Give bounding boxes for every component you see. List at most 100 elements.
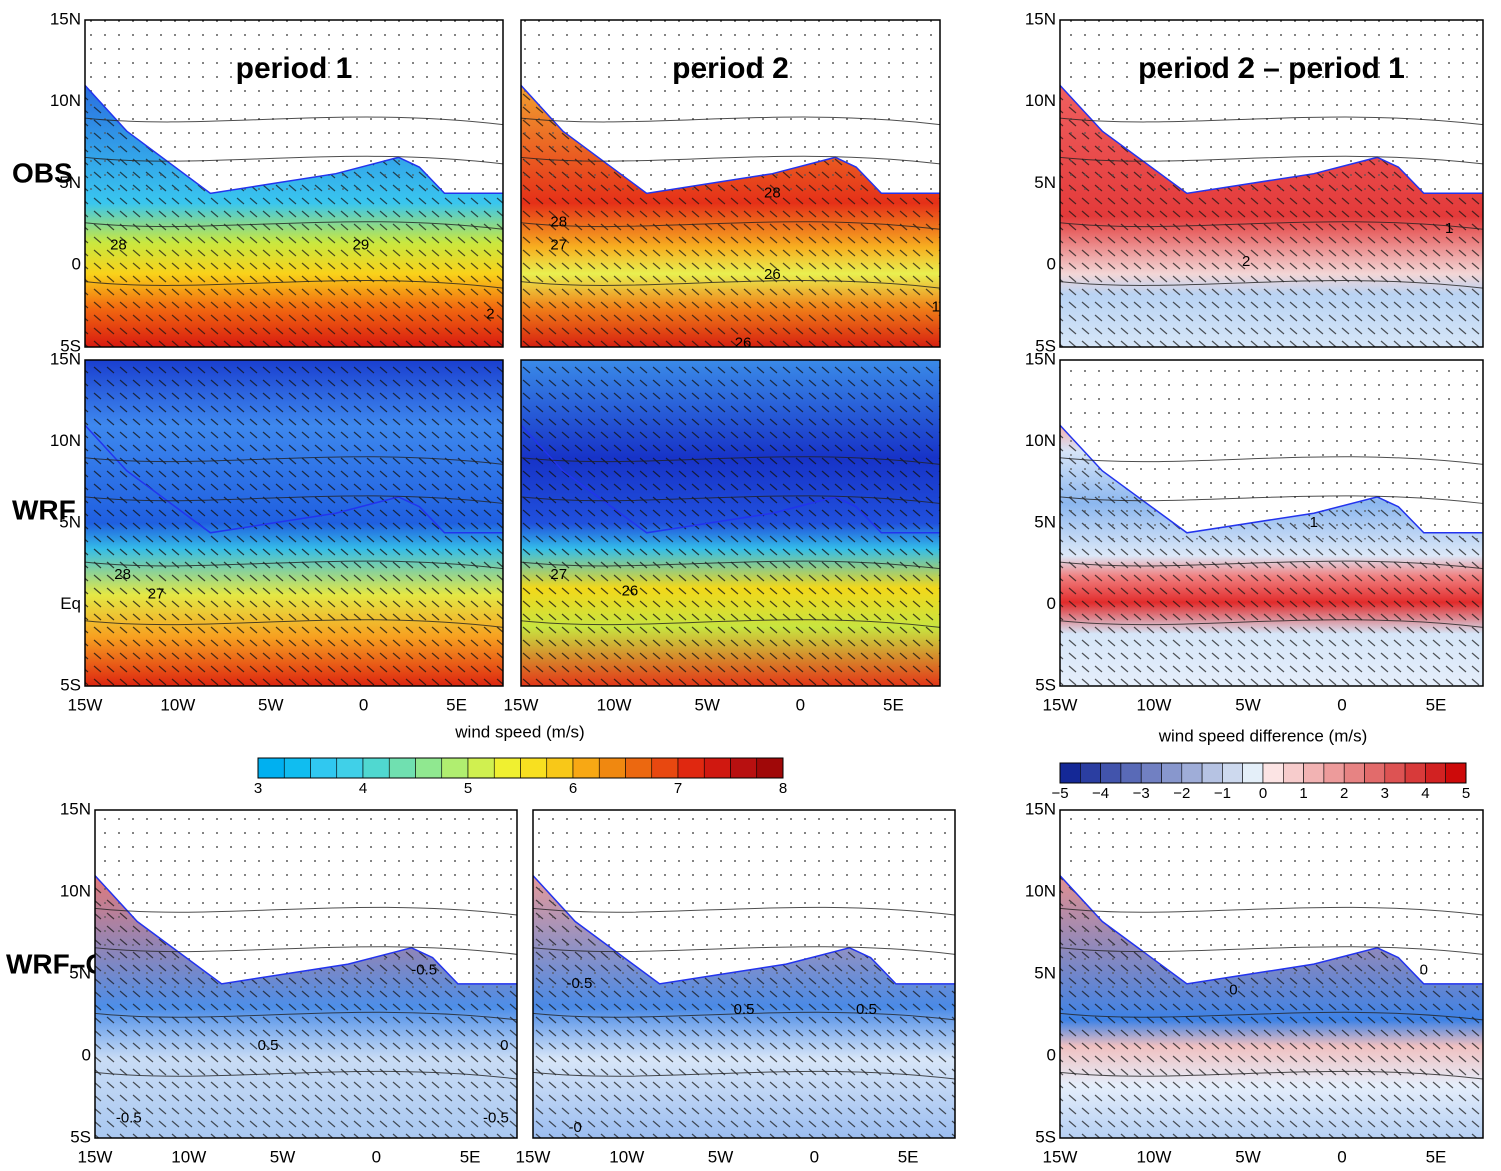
lat-tick-label: 15N: [50, 349, 81, 368]
colorbar-cell: [598, 757, 626, 779]
colorbar-cell: [1425, 762, 1447, 784]
colorbar-cell: [1059, 762, 1081, 784]
colorbar-cell: [1140, 762, 1162, 784]
colorbar-cell: [1364, 762, 1386, 784]
lon-tick-label: 15W: [516, 1147, 551, 1166]
colorbar-cell: [1161, 762, 1183, 784]
coastline: [84, 84, 503, 195]
coastline: [532, 875, 955, 985]
colorbar-cell: [1080, 762, 1101, 784]
colorbar-cell: [493, 757, 521, 779]
panel-frame: [520, 19, 941, 348]
wind-vectors: [521, 85, 940, 348]
wind-vectors: [1060, 875, 1483, 1138]
contour-label: 28: [764, 184, 781, 201]
lon-tick-label: 5E: [1426, 1147, 1447, 1166]
colorbar-label: 7: [674, 780, 682, 797]
colorbar-label: 0: [1259, 785, 1267, 802]
colorbar-cell: [441, 757, 469, 779]
land-mask: [1060, 20, 1483, 194]
colorbar-cell: [1384, 762, 1406, 784]
contour-line: [84, 116, 504, 126]
lon-tick-label: 15W: [78, 1147, 113, 1166]
colorbar-cell: [730, 757, 758, 779]
lon-tick-label: 5E: [898, 1147, 919, 1166]
contour-line: [84, 280, 504, 289]
panel-title: period 1: [236, 52, 353, 85]
lat-tick-label: 0: [1047, 594, 1056, 613]
colorbar-cell: [1323, 762, 1345, 784]
contour-label: 1: [932, 299, 940, 316]
contour-line: [1059, 155, 1484, 165]
land-mask: [533, 810, 955, 984]
contour-line: [1059, 116, 1484, 126]
colorbar-cell: [572, 757, 600, 779]
wind-vectors: [1060, 425, 1483, 686]
contour-line: [1059, 456, 1484, 465]
colorbar-cell: [283, 757, 311, 779]
colorbar-label: 3: [1381, 785, 1389, 802]
contour-line: [1059, 1070, 1484, 1080]
lon-tick-label: 5W: [694, 695, 720, 714]
wind-vectors: [533, 875, 955, 1138]
contour-line: [520, 116, 941, 126]
contour-line: [84, 221, 504, 230]
contour-line: [1059, 560, 1484, 570]
lat-tick-label: 5N: [59, 512, 81, 531]
lon-tick-label: 0: [1337, 1147, 1346, 1166]
colorbar-cell: [651, 757, 679, 779]
lat-tick-label: 10N: [60, 881, 91, 900]
colorbar-cell: [625, 757, 653, 779]
lon-tick-label: 0: [359, 695, 368, 714]
colorbar-label: −2: [1173, 785, 1190, 802]
wind-vectors: [1060, 85, 1483, 348]
x-axis-label: wind speed difference (m/s): [1158, 726, 1368, 745]
contour-line: [1059, 619, 1484, 628]
colorbar-label: 6: [569, 780, 577, 797]
panel-frame: [94, 809, 518, 1139]
contour-label: 1: [1310, 514, 1318, 531]
lon-tick-label: 10W: [597, 695, 632, 714]
contour-label: 0: [1420, 962, 1428, 979]
lon-tick-label: 5E: [460, 1147, 481, 1166]
lon-tick-label: 10W: [160, 695, 195, 714]
lat-tick-label: 0: [72, 255, 81, 274]
x-axis-label: wind speed (m/s): [454, 722, 584, 741]
panel-frame: [1059, 19, 1484, 348]
wind-vectors: [85, 360, 503, 686]
lon-tick-label: 0: [796, 695, 805, 714]
contour-line: [1059, 495, 1484, 504]
contour-line: [1059, 1011, 1484, 1021]
colorbar-cell: [520, 757, 548, 779]
contour-label: -0.5: [116, 1109, 142, 1126]
contour-label: 28: [114, 566, 131, 583]
colorbar-label: 2: [1340, 785, 1348, 802]
map-panel: period 2 28 27 28 26 26 1: [520, 19, 941, 352]
wind-vectors: [521, 360, 940, 686]
lon-tick-label: 10W: [1137, 1147, 1172, 1166]
lon-tick-label: 5E: [1426, 695, 1447, 714]
lon-tick-label: 5W: [1235, 695, 1261, 714]
row-label: WRF: [12, 494, 76, 525]
contour-label: 0: [1229, 981, 1237, 998]
colorbar-cell: [415, 757, 443, 779]
colorbar-cell: [362, 757, 390, 779]
contour-label: 26: [764, 266, 781, 283]
lat-tick-label: 5N: [1034, 173, 1056, 192]
lat-tick-label: 5S: [1035, 336, 1056, 355]
contour-label: 29: [353, 237, 370, 254]
land-mask: [521, 20, 940, 194]
map-panel: 15W 10W 5W 0 5E -0.5 0.5 0.5 -0: [516, 809, 956, 1166]
contour-label: 28: [550, 214, 567, 231]
colorbar-label: 4: [1421, 785, 1429, 802]
contour-line: [520, 495, 941, 504]
panel-frame: [84, 359, 504, 687]
lat-tick-label: 10N: [1025, 91, 1056, 110]
lat-tick-label: 5N: [59, 173, 81, 192]
colorbar-label: 3: [254, 780, 262, 797]
contour-label: 27: [550, 237, 567, 254]
contour-line: [520, 456, 941, 465]
lon-tick-label: 15W: [1043, 695, 1078, 714]
colorbar-cell: [336, 757, 364, 779]
